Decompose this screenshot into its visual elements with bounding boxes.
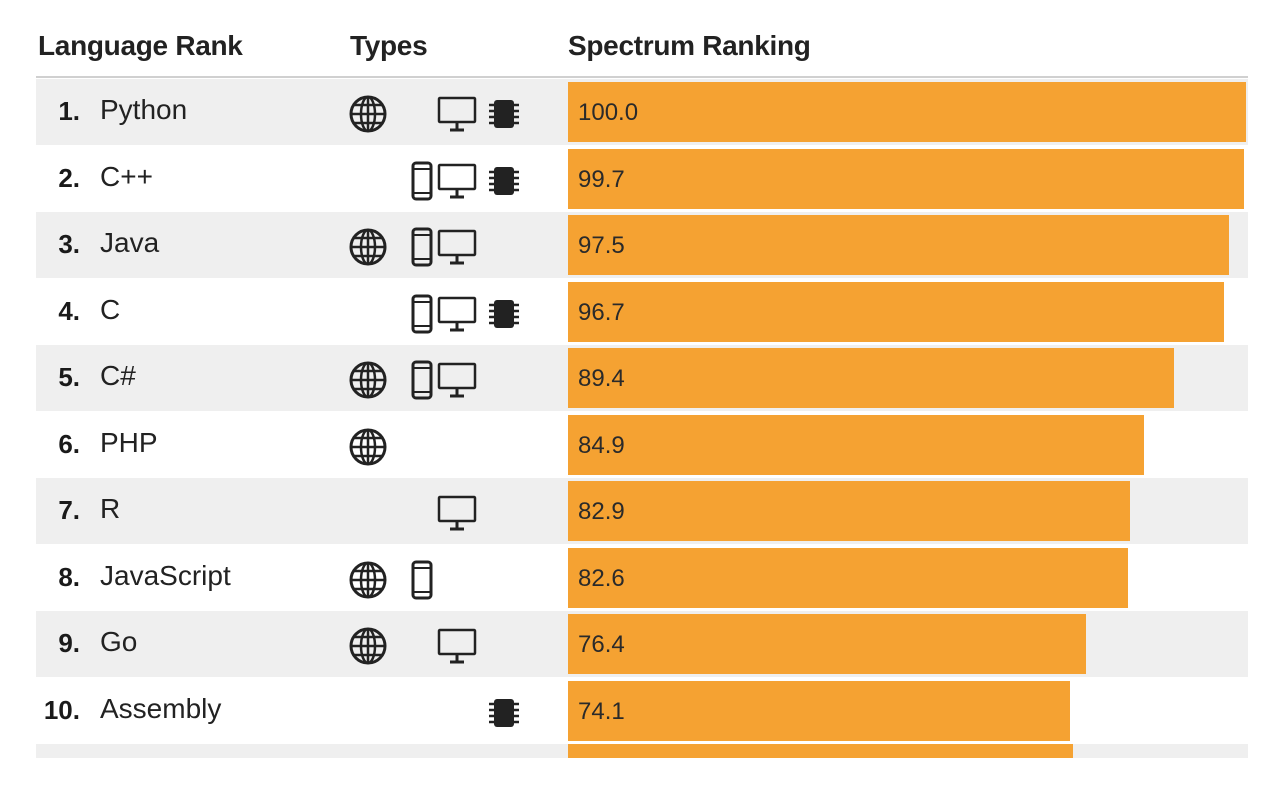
bar-value-label: 82.6 [578,564,625,592]
globe-icon [348,227,388,267]
rank-number: 7. [58,495,80,525]
desktop-monitor-icon [437,161,477,201]
type-icons [348,94,528,134]
rank-number: 6. [58,428,80,459]
bar: 100.0 [568,82,1246,142]
table-row: 7. R 82.9 [36,478,1248,544]
table-row: 8. JavaScript 82.6 [36,545,1248,611]
table-row: 9. Go 76.4 [36,611,1248,677]
language-name: C [100,293,121,325]
language-name: Python [100,94,188,125]
bar: 96.7 [568,281,1224,342]
language-name: R [100,493,121,524]
globe-icon [348,626,388,666]
rank-number: 3. [58,229,80,259]
desktop-monitor-icon [437,360,477,400]
globe-icon [348,94,388,134]
globe-icon [348,360,388,400]
header-spectrum-ranking: Spectrum Ranking [568,30,811,61]
type-icons [348,693,528,733]
rank-number: 8. [58,561,80,592]
bar-value-label: 100.0 [578,99,639,126]
rank-number: 1. [58,96,80,126]
language-name: PHP [100,426,158,458]
rank-number: 9. [58,628,80,658]
chip-icon [484,161,524,201]
table-row: 5. C# 89.4 [36,345,1248,411]
type-icons [348,227,528,267]
desktop-monitor-icon [437,94,477,134]
mobile-phone-icon [402,560,442,600]
rank-number: 4. [58,295,80,326]
bar-value-label: 96.7 [578,298,625,326]
desktop-monitor-icon [437,493,477,533]
bar: 82.6 [568,547,1129,608]
rank-number: 2. [58,162,80,193]
chip-icon [484,294,524,334]
partial-bar [568,744,1073,758]
bar-value-label: 84.9 [578,431,625,459]
table-row: 4. C 96.7 [36,279,1248,345]
desktop-monitor-icon [437,626,477,666]
bar: 74.1 [568,680,1071,741]
partial-row-cutoff [36,744,1248,758]
header-language-rank: Language Rank [38,30,243,61]
bar: 97.5 [568,215,1230,275]
bar-value-label: 97.5 [578,232,625,259]
bar: 89.4 [568,348,1175,408]
bar-value-label: 89.4 [578,365,625,392]
mobile-phone-icon [402,294,442,334]
language-name: C# [100,360,136,391]
header-types: Types [350,30,428,61]
language-name: Java [100,227,160,258]
globe-icon [348,427,388,467]
bar: 76.4 [568,614,1086,674]
bar-value-label: 76.4 [578,631,625,658]
mobile-phone-icon [402,360,442,400]
chip-icon [484,693,524,733]
language-name: Go [100,626,138,657]
rank-number: 5. [58,362,80,392]
chip-icon [484,94,524,134]
type-icons [348,360,528,400]
mobile-phone-icon [402,161,442,201]
rank-number: 10. [43,694,80,725]
header-divider [36,76,1248,78]
bar-value-label: 99.7 [578,165,625,193]
mobile-phone-icon [402,227,442,267]
table-row: 2. C++ 99.7 [36,146,1248,212]
language-name: Assembly [100,692,222,724]
table-row: 10. Assembly 74.1 [36,678,1248,744]
type-icons [348,626,528,666]
type-icons [348,161,528,201]
bar-value-label: 82.9 [578,498,625,525]
table-row: 6. PHP 84.9 [36,412,1248,478]
bar-value-label: 74.1 [578,697,625,725]
type-icons [348,427,528,467]
type-icons [348,560,528,600]
desktop-monitor-icon [437,227,477,267]
language-name: C++ [100,160,153,192]
table-row: 3. Java 97.5 [36,212,1248,278]
language-name: JavaScript [100,559,231,591]
type-icons [348,493,528,533]
type-icons [348,294,528,334]
bar: 84.9 [568,414,1144,475]
bar: 82.9 [568,481,1131,541]
globe-icon [348,560,388,600]
table-row: 1. Python 100.0 [36,79,1248,145]
bar: 99.7 [568,148,1244,209]
desktop-monitor-icon [437,294,477,334]
